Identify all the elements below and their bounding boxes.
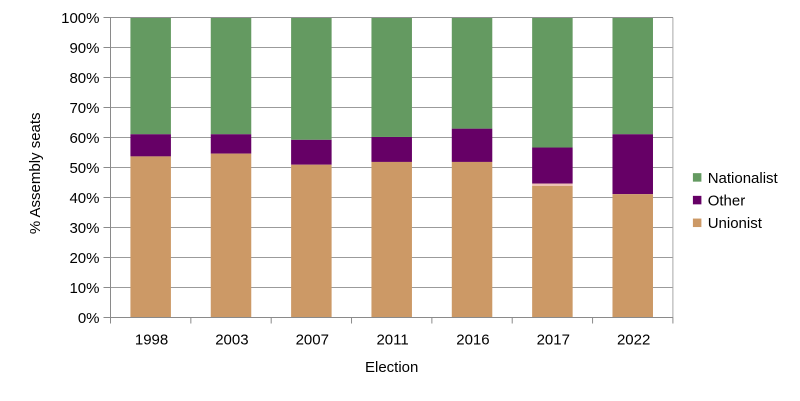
svg-text:40%: 40% [69,190,99,207]
svg-text:2017: 2017 [537,331,570,348]
svg-text:2022: 2022 [617,331,650,348]
svg-text:Other: Other [708,193,746,210]
svg-text:Nationalist: Nationalist [708,170,779,187]
svg-text:Election: Election [365,359,418,376]
svg-text:90%: 90% [69,40,99,57]
svg-text:% Assembly seats: % Assembly seats [27,112,44,234]
svg-text:0%: 0% [78,310,100,327]
svg-text:20%: 20% [69,250,99,267]
svg-text:1998: 1998 [135,331,168,348]
svg-text:2011: 2011 [376,331,408,348]
svg-text:80%: 80% [69,70,99,87]
svg-text:70%: 70% [69,100,99,117]
svg-text:30%: 30% [69,220,99,237]
svg-text:Unionist: Unionist [708,215,763,232]
svg-text:50%: 50% [69,160,99,177]
svg-text:100%: 100% [61,10,99,27]
svg-text:2007: 2007 [296,331,329,348]
svg-text:2016: 2016 [456,331,489,348]
svg-text:2003: 2003 [215,331,248,348]
svg-text:10%: 10% [69,280,99,297]
svg-text:60%: 60% [69,130,99,147]
